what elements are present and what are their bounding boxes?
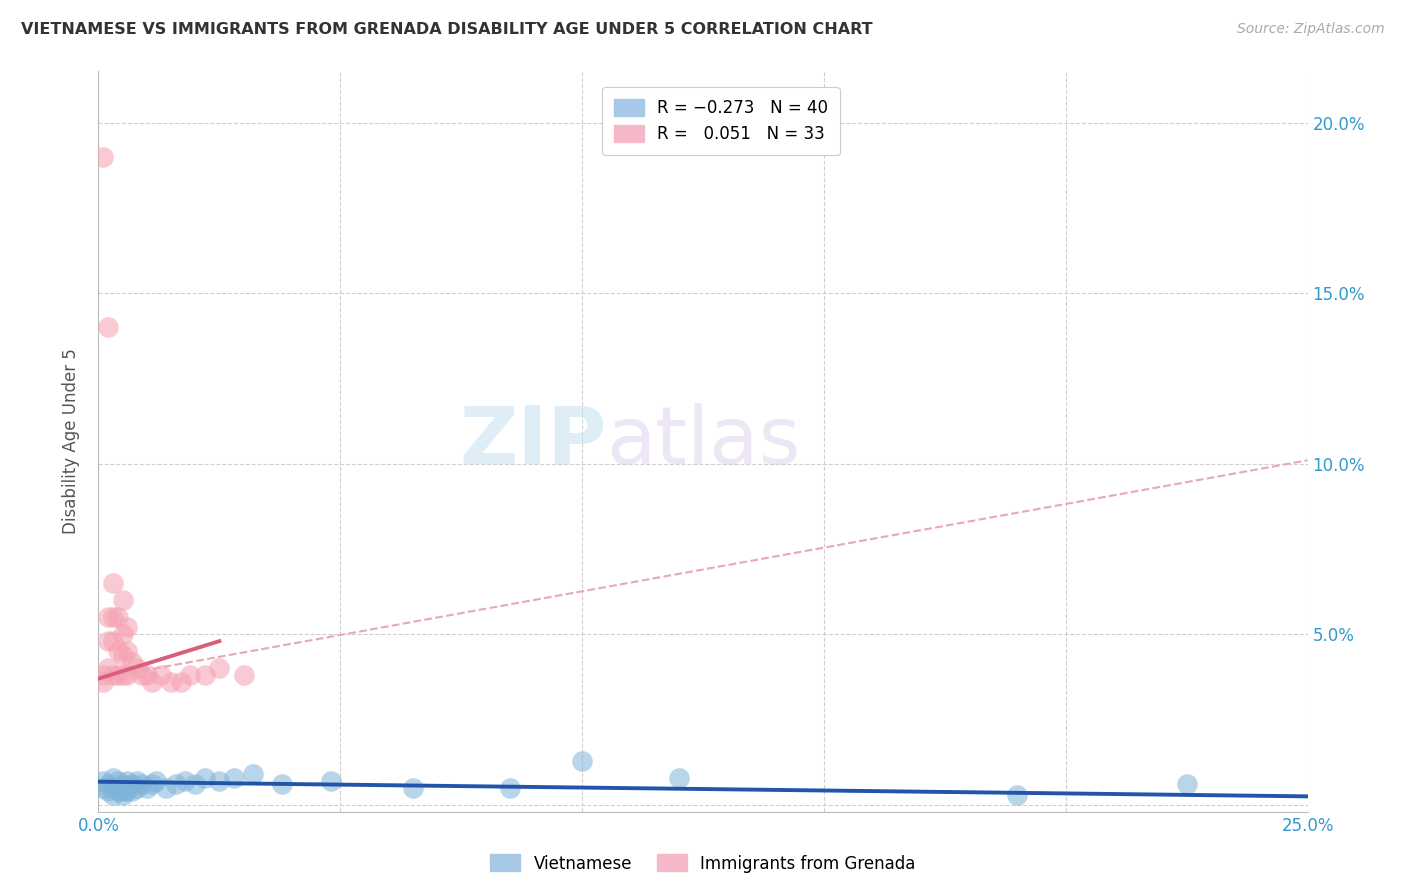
Point	[571, 754, 593, 768]
Point	[111, 788, 134, 802]
Point	[97, 784, 120, 798]
Legend: Vietnamese, Immigrants from Grenada: Vietnamese, Immigrants from Grenada	[484, 847, 922, 880]
Text: ZIP: ZIP	[458, 402, 606, 481]
Point	[232, 668, 254, 682]
Point	[319, 774, 342, 789]
Point	[101, 610, 124, 624]
Point	[101, 788, 124, 802]
Point	[101, 771, 124, 785]
Point	[97, 777, 120, 791]
Point	[127, 661, 149, 675]
Point	[169, 675, 191, 690]
Point	[97, 634, 120, 648]
Point	[165, 777, 187, 791]
Text: Source: ZipAtlas.com: Source: ZipAtlas.com	[1237, 22, 1385, 37]
Point	[402, 780, 425, 795]
Point	[135, 668, 157, 682]
Point	[117, 784, 139, 798]
Point	[91, 780, 114, 795]
Text: VIETNAMESE VS IMMIGRANTS FROM GRENADA DISABILITY AGE UNDER 5 CORRELATION CHART: VIETNAMESE VS IMMIGRANTS FROM GRENADA DI…	[21, 22, 873, 37]
Point	[141, 675, 163, 690]
Point	[101, 780, 124, 795]
Point	[141, 777, 163, 791]
Point	[111, 784, 134, 798]
Point	[117, 644, 139, 658]
Legend: R = −0.273   N = 40, R =   0.051   N = 33: R = −0.273 N = 40, R = 0.051 N = 33	[602, 87, 839, 155]
Point	[91, 150, 114, 164]
Point	[1175, 777, 1198, 791]
Point	[91, 774, 114, 789]
Point	[107, 668, 129, 682]
Point	[271, 777, 294, 791]
Point	[131, 668, 153, 682]
Point	[101, 576, 124, 591]
Point	[121, 777, 143, 791]
Point	[121, 655, 143, 669]
Point	[174, 774, 197, 789]
Point	[111, 777, 134, 791]
Y-axis label: Disability Age Under 5: Disability Age Under 5	[62, 349, 80, 534]
Point	[222, 771, 245, 785]
Point	[111, 593, 134, 607]
Point	[150, 668, 173, 682]
Text: atlas: atlas	[606, 402, 800, 481]
Point	[160, 675, 183, 690]
Point	[127, 774, 149, 789]
Point	[97, 610, 120, 624]
Point	[111, 627, 134, 641]
Point	[97, 320, 120, 334]
Point	[101, 668, 124, 682]
Point	[145, 774, 167, 789]
Point	[117, 774, 139, 789]
Point	[91, 668, 114, 682]
Point	[194, 668, 217, 682]
Point	[208, 661, 231, 675]
Point	[117, 620, 139, 634]
Point	[155, 780, 177, 795]
Point	[111, 648, 134, 662]
Point	[498, 780, 520, 795]
Point	[131, 777, 153, 791]
Point	[1007, 788, 1029, 802]
Point	[91, 675, 114, 690]
Point	[121, 784, 143, 798]
Point	[179, 668, 201, 682]
Point	[208, 774, 231, 789]
Point	[107, 780, 129, 795]
Point	[111, 668, 134, 682]
Point	[107, 774, 129, 789]
Point	[242, 767, 264, 781]
Point	[135, 780, 157, 795]
Point	[107, 610, 129, 624]
Point	[668, 771, 690, 785]
Point	[184, 777, 207, 791]
Point	[127, 780, 149, 795]
Point	[107, 784, 129, 798]
Point	[97, 661, 120, 675]
Point	[117, 668, 139, 682]
Point	[117, 780, 139, 795]
Point	[101, 634, 124, 648]
Point	[107, 644, 129, 658]
Point	[194, 771, 217, 785]
